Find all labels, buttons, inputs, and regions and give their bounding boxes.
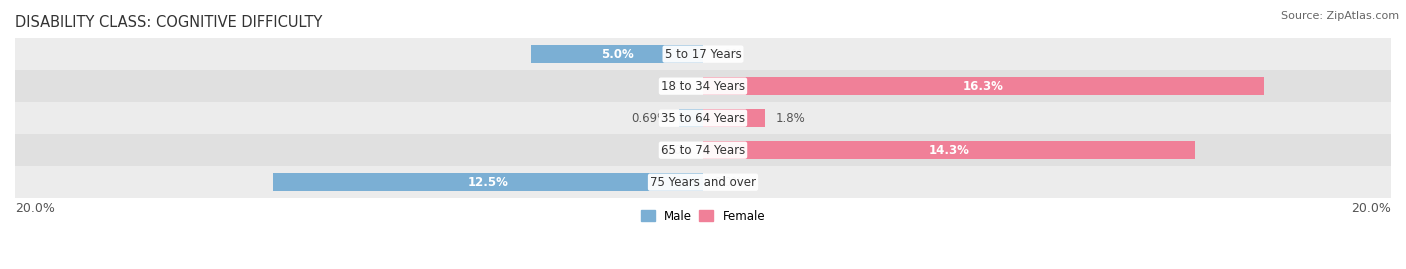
Bar	[15, 70, 1391, 102]
Bar	[273, 174, 703, 191]
Text: 18 to 34 Years: 18 to 34 Years	[661, 80, 745, 93]
Bar	[703, 141, 1195, 159]
Bar	[679, 109, 703, 127]
Bar	[703, 109, 765, 127]
Text: 20.0%: 20.0%	[15, 202, 55, 215]
Text: 12.5%: 12.5%	[468, 176, 509, 189]
Text: 5.0%: 5.0%	[600, 48, 633, 61]
Text: DISABILITY CLASS: COGNITIVE DIFFICULTY: DISABILITY CLASS: COGNITIVE DIFFICULTY	[15, 15, 322, 30]
Bar	[531, 45, 703, 63]
Text: 0.0%: 0.0%	[713, 176, 742, 189]
Text: 1.8%: 1.8%	[775, 112, 806, 125]
Bar	[15, 38, 1391, 70]
Text: Source: ZipAtlas.com: Source: ZipAtlas.com	[1281, 11, 1399, 21]
Text: 0.0%: 0.0%	[664, 80, 693, 93]
Bar	[703, 77, 1264, 95]
Text: 16.3%: 16.3%	[963, 80, 1004, 93]
Text: 75 Years and over: 75 Years and over	[650, 176, 756, 189]
Bar	[15, 102, 1391, 134]
Text: 14.3%: 14.3%	[928, 144, 969, 157]
Text: 35 to 64 Years: 35 to 64 Years	[661, 112, 745, 125]
Text: 20.0%: 20.0%	[1351, 202, 1391, 215]
Bar	[15, 134, 1391, 166]
Text: 65 to 74 Years: 65 to 74 Years	[661, 144, 745, 157]
Text: 0.0%: 0.0%	[713, 48, 742, 61]
Text: 0.69%: 0.69%	[631, 112, 669, 125]
Bar	[15, 166, 1391, 198]
Text: 5 to 17 Years: 5 to 17 Years	[665, 48, 741, 61]
Text: 0.0%: 0.0%	[664, 144, 693, 157]
Legend: Male, Female: Male, Female	[636, 205, 770, 228]
